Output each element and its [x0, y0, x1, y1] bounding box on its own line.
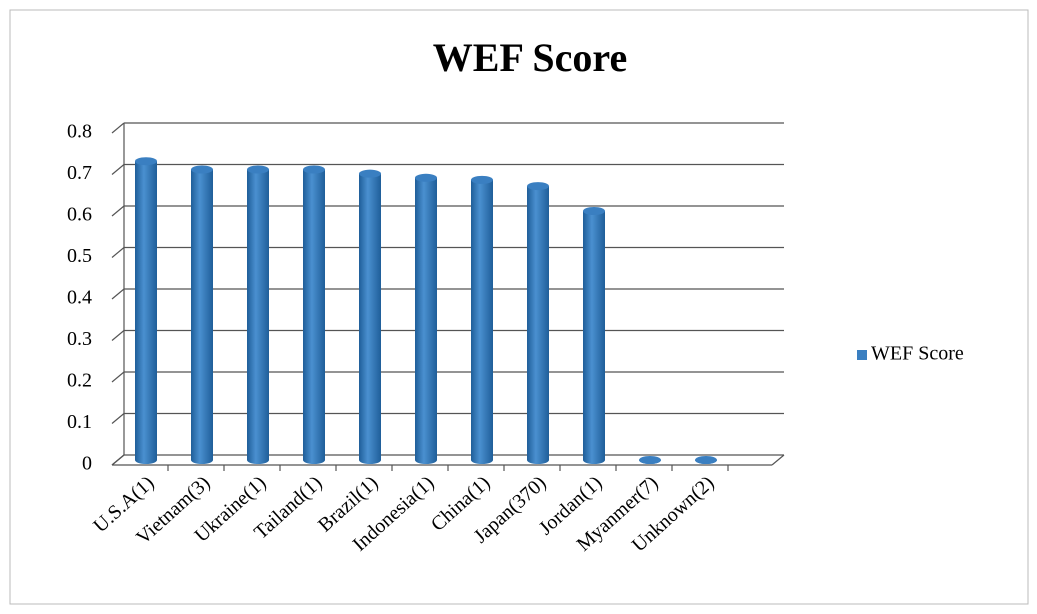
y-tick-label: 0.5 — [67, 245, 92, 267]
bar-body — [415, 177, 437, 465]
bar — [583, 207, 605, 464]
chart-border — [9, 9, 1029, 605]
y-tick-label: 0.3 — [67, 328, 92, 350]
grid-tick — [111, 247, 125, 258]
bar — [639, 456, 661, 464]
bar-body — [135, 161, 157, 464]
y-tick-label: 0.7 — [67, 162, 92, 184]
bar-body — [583, 211, 605, 464]
bar-body — [527, 186, 549, 464]
bar — [303, 165, 325, 464]
bar — [527, 182, 549, 464]
bar — [695, 456, 717, 464]
bar — [247, 165, 269, 464]
bar — [359, 169, 381, 464]
grid-tick — [111, 164, 125, 175]
y-tick-label: 0.8 — [67, 121, 92, 143]
y-tick-label: 0.6 — [67, 204, 92, 226]
legend-swatch — [857, 350, 867, 360]
bar-body — [247, 169, 269, 464]
grid-tick — [111, 371, 125, 383]
bar-top — [471, 175, 493, 184]
grid-tick — [111, 413, 125, 424]
bar — [191, 165, 213, 464]
y-tick-label: 0 — [82, 453, 92, 475]
bar-top — [247, 165, 269, 174]
grid-tick — [111, 330, 125, 341]
bar — [415, 173, 437, 465]
grid-tick — [111, 454, 125, 466]
bar-top — [415, 173, 437, 182]
bar-top — [359, 169, 381, 178]
bar-body — [191, 169, 213, 464]
bar-top — [303, 165, 325, 174]
chart-title: WEF Score — [433, 35, 627, 80]
bar-body — [303, 169, 325, 464]
bar-top — [191, 165, 213, 174]
floor-right — [771, 454, 785, 466]
bar-body — [471, 179, 493, 464]
y-tick-label: 0.2 — [67, 370, 92, 392]
grid-tick — [111, 205, 125, 217]
grid-tick — [111, 288, 125, 300]
y-tick-label: 0.4 — [67, 287, 92, 309]
bar — [471, 175, 493, 464]
grid-tick — [111, 122, 125, 134]
bar-top — [639, 456, 661, 464]
bar-top — [583, 207, 605, 215]
bar-body — [359, 173, 381, 464]
bar-top — [527, 182, 549, 191]
y-tick-label: 0.1 — [67, 411, 92, 433]
bar — [135, 157, 157, 464]
legend-label: WEF Score — [871, 343, 964, 365]
bar-top — [695, 456, 717, 464]
bar-top — [135, 157, 157, 166]
